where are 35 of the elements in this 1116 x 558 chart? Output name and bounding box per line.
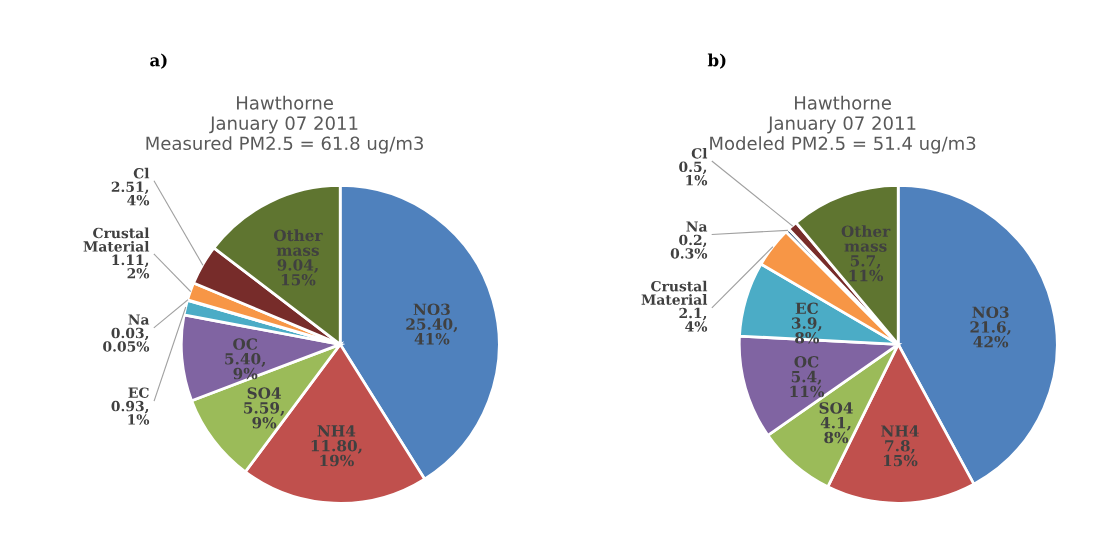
slice-label: NH4 [881, 425, 919, 437]
data-label: 5.40, 9% [225, 353, 265, 380]
data-label: 0.03, 0.05% [103, 327, 150, 352]
data-label: 0.2, 0.3% [670, 234, 708, 259]
slice-label: NH4 [317, 425, 356, 437]
data-label: 25.40, 41% [406, 318, 457, 345]
slice-label: Cl [133, 167, 150, 179]
data-label: 7.8, 15% [883, 439, 918, 467]
chart-title: Hawthorne January 07 2011 Measured PM2.5 = 61.8 ug/m3 [146, 95, 423, 154]
data-label: 2.51, 4% [111, 181, 150, 206]
slice-label: OC [794, 356, 819, 368]
slice-label: EC [795, 302, 818, 315]
slice-label: SO4 [247, 387, 281, 399]
text: a) [150, 53, 167, 69]
slice-label: Na [128, 314, 150, 325]
slice-label: Na [686, 221, 708, 232]
data-label: 21.6, 42% [970, 321, 1011, 348]
data-label: 0.5, 1% [679, 161, 708, 186]
slice-label: Cl [691, 147, 708, 159]
slice-label: EC [128, 387, 149, 398]
data-label: 4.1, 8% [820, 416, 851, 444]
data-label: 2.1, 4% [679, 307, 708, 332]
data-label: 0.93, 1% [111, 400, 150, 425]
slice-label: NO3 [972, 306, 1009, 318]
slice-label: Crustal Material [83, 227, 150, 252]
slice-label: NO3 [413, 303, 450, 316]
data-label: 1.11, 2% [112, 254, 150, 279]
text: b) [707, 53, 726, 69]
data-label: 5.4, 11% [790, 370, 825, 398]
slice-label: Crustal Material [641, 280, 708, 305]
slice-label: OC [233, 338, 258, 350]
slice-label: SO4 [819, 402, 853, 414]
data-label: 5.59, 9% [244, 402, 284, 429]
data-label: 11.80, 19% [311, 439, 362, 467]
chart-title: Hawthorne January 07 2011 Modeled PM2.5 = 51.4 ug/m3 [710, 95, 976, 154]
